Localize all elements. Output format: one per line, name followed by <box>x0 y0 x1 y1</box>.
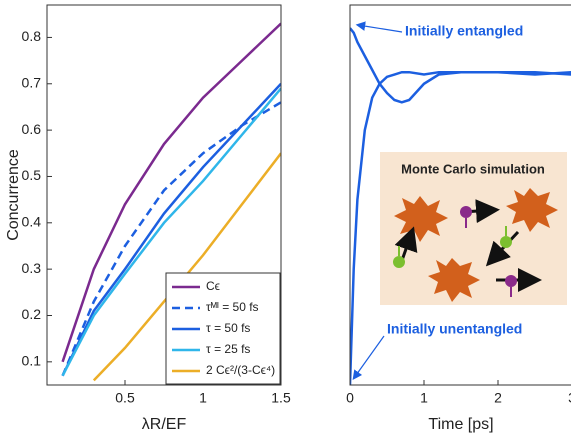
y-tick-label: 0.5 <box>22 167 42 183</box>
series-line <box>61 82 281 377</box>
inset: Monte Carlo simulation <box>380 152 567 305</box>
y-tick-label: 0.3 <box>22 260 42 276</box>
legend-label: Cϵ <box>206 279 220 293</box>
y-tick-label: 0.6 <box>22 121 42 137</box>
series-line <box>350 27 571 104</box>
x-tick-label: 3 <box>568 390 571 406</box>
inset-title: Monte Carlo simulation <box>401 161 545 176</box>
x-axis-label: λR/EF <box>142 416 187 433</box>
annotation: Initially entangled <box>405 23 523 39</box>
y-tick-label: 0.2 <box>22 306 42 322</box>
y-tick-label: 0.1 <box>22 353 42 369</box>
legend-label: τ = 25 fs <box>206 342 250 356</box>
legend-label: 2 Cϵ²/(3-Cϵ⁴) <box>206 363 275 377</box>
x-tick-label: 0.5 <box>115 390 135 406</box>
x-axis-label: Time [ps] <box>428 416 493 433</box>
y-tick-label: 0.8 <box>22 28 42 44</box>
plot-area <box>350 27 571 385</box>
series-line <box>61 87 281 377</box>
y-tick-label: 0.7 <box>22 74 42 90</box>
x-tick-label: 1 <box>199 390 207 406</box>
x-tick-label: 0 <box>346 390 354 406</box>
axes-box <box>349 4 571 386</box>
series-line <box>350 70 571 385</box>
legend-label: τ = 50 fs <box>206 321 250 335</box>
panel: 0.5 1 1.5 0.1 0.2 0.3 0.4 0.5 0.6 0.7 0.8 λR/EF Conc… <box>5 4 291 433</box>
legend: Cϵ τᴹᴵ = 50 fs τ = 50 fs τ = 25 fs 2 Cϵ²/(3-… <box>165 272 281 385</box>
y-tick-label: 0.4 <box>22 214 42 230</box>
x-tick-label: 1.5 <box>271 390 291 406</box>
series-line <box>61 22 281 363</box>
x-tick-label: 1 <box>420 390 428 406</box>
legend-label: τᴹᴵ = 50 fs <box>206 300 259 314</box>
x-tick-label: 2 <box>494 390 502 406</box>
annotation: Initially unentangled <box>387 321 522 337</box>
panel: 0 1 2 3 Time [ps] <box>346 4 571 433</box>
y-axis-label: Concurrence <box>5 149 22 241</box>
axes-box <box>46 4 282 386</box>
